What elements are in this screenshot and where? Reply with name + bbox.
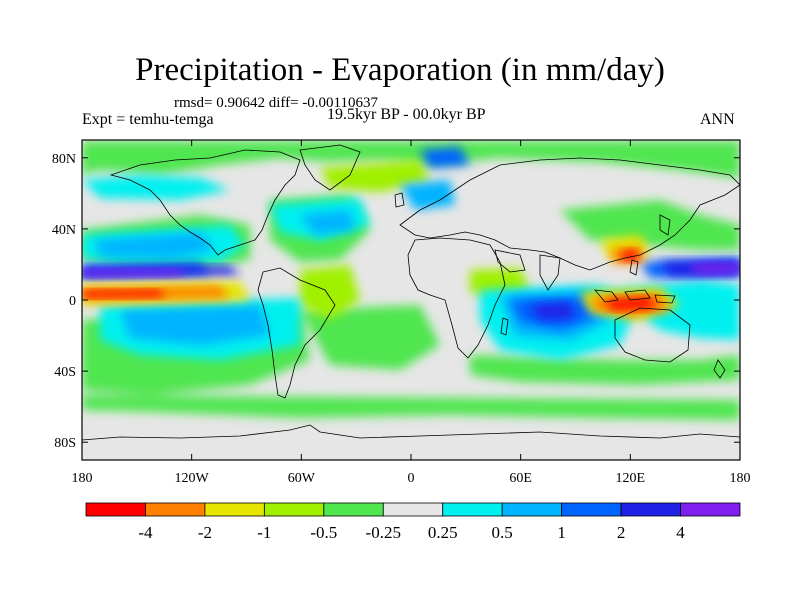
field-layer-purple — [82, 263, 740, 277]
chart-title: Precipitation - Evaporation (in mm/day) — [135, 52, 665, 88]
colorbar-label: -0.25 — [366, 523, 401, 542]
colorbar-label: -1 — [257, 523, 271, 542]
x-tick-label: 60E — [509, 471, 532, 486]
colorbar-label: -0.5 — [310, 523, 337, 542]
experiment-label: Expt = temhu-temga — [82, 111, 214, 128]
colorbar-bin — [204, 502, 265, 517]
colorbar-bin — [382, 502, 444, 517]
colorbar-label: 2 — [617, 523, 626, 542]
field-antarctica — [82, 440, 740, 460]
x-tick-label: 180 — [72, 471, 93, 486]
y-tick-label: 0 — [69, 294, 76, 309]
colorbar-bin — [680, 502, 741, 517]
period-label: 19.5kyr BP - 00.0kyr BP — [327, 106, 486, 123]
colorbar-label: 0.5 — [492, 523, 513, 542]
coastlines — [82, 144, 740, 441]
colorbar-bin — [501, 502, 563, 517]
colorbar-label: -2 — [198, 523, 212, 542]
y-tick-label: 40N — [52, 223, 76, 238]
y-tick-label: 80S — [54, 436, 76, 451]
stats-text: rmsd= 0.90642 diff= -0.00110637 — [174, 95, 378, 111]
colorbar-bin — [561, 502, 622, 517]
colorbar-label: 1 — [557, 523, 566, 542]
colorbar-bin — [323, 502, 384, 517]
season-label: ANN — [700, 111, 735, 128]
colorbar-bin — [263, 502, 325, 517]
colorbar-bin — [442, 502, 503, 517]
colorbar-label: 0.25 — [428, 523, 458, 542]
colorbar-bin — [620, 502, 681, 517]
x-tick-label: 120E — [616, 471, 646, 486]
x-tick-label: 60W — [288, 471, 316, 486]
x-tick-label: 120W — [175, 471, 210, 486]
colorbar-label: 4 — [676, 523, 685, 542]
y-tick-label: 80N — [52, 152, 76, 167]
colorbar-bin — [85, 502, 146, 517]
colorbar-label: -4 — [138, 523, 153, 542]
axis-ticks: 180 120W 60W 0 60E 120E 180 80N 40N 0 40S 80S — [52, 140, 751, 486]
y-tick-label: 40S — [54, 365, 76, 380]
x-tick-label: 180 — [730, 471, 751, 486]
x-tick-label: 0 — [408, 471, 415, 486]
colorbar-bin — [145, 502, 206, 517]
